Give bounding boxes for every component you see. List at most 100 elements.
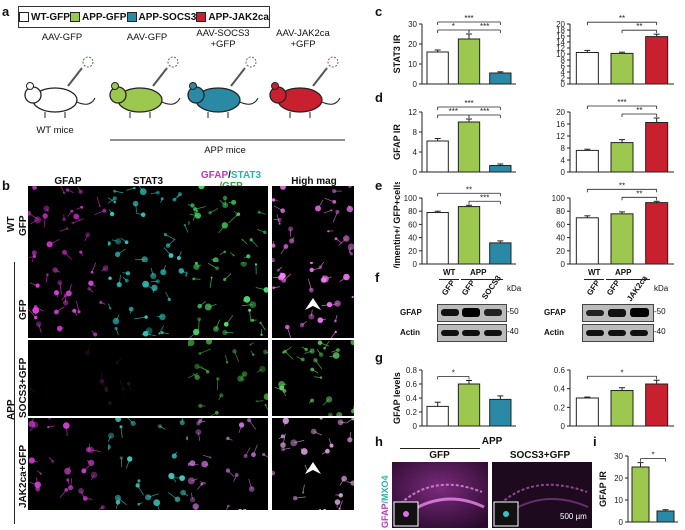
blot-row-actin: Actin bbox=[544, 328, 564, 337]
y-tick-label: 20 bbox=[614, 474, 623, 483]
blot-group-app: APP bbox=[470, 268, 487, 277]
y-tick-label: 10 bbox=[408, 60, 417, 69]
bar-app-gfp bbox=[610, 142, 634, 173]
group-legend: WT-GFP APP-GFP APP-SOCS3 APP-JAK2ca bbox=[18, 6, 270, 28]
bar-app-jak2ca bbox=[645, 122, 669, 173]
y-tick-label: 80 bbox=[556, 207, 565, 216]
blot-band-gfap bbox=[582, 304, 654, 322]
kda-mark: -40 bbox=[507, 327, 519, 336]
y-tick-label: 18 bbox=[556, 26, 565, 35]
kda-mark: -40 bbox=[654, 327, 666, 336]
micrograph-tile bbox=[272, 262, 354, 338]
legend-app-socs3: APP-SOCS3 bbox=[126, 12, 196, 23]
bar-app-gfp bbox=[631, 466, 650, 523]
micrograph-tile bbox=[188, 186, 268, 262]
y-tick-label: 4 bbox=[561, 68, 566, 77]
micrograph-tile bbox=[272, 418, 354, 510]
y-tick-label: 0 bbox=[413, 260, 418, 268]
micrograph-tile bbox=[272, 340, 354, 416]
mouse-wt-icon bbox=[24, 56, 96, 118]
aav-label-wt: AAV-GFP bbox=[41, 32, 83, 43]
sig-label: ** bbox=[636, 22, 642, 31]
panel-a-mice bbox=[24, 56, 345, 141]
panel-label-h: h bbox=[375, 434, 383, 449]
panel-h-ylabel: GFAP/MXO4 bbox=[380, 475, 390, 528]
sig-label: ** bbox=[619, 182, 625, 190]
blot-group-wt: WT bbox=[588, 268, 601, 277]
y-tick-label: 20 bbox=[556, 108, 565, 117]
y-tick-label: 0 bbox=[619, 518, 624, 526]
aav-label-jak2ca: AAV-JAK2ca +GFP bbox=[276, 28, 330, 50]
blot-row-actin: Actin bbox=[400, 328, 420, 337]
y-tick-label: 30 bbox=[408, 20, 417, 29]
micrograph-tile bbox=[28, 262, 108, 338]
mouse-app-gfp-icon bbox=[109, 56, 181, 118]
y-axis-label: % Vimentin+/ GFP+cells bbox=[392, 182, 402, 268]
panel-label-i: i bbox=[593, 434, 597, 449]
legend-wt-gfp: WT-GFP bbox=[19, 12, 70, 23]
panel-label-d: d bbox=[375, 90, 383, 105]
y-tick-label: 16 bbox=[556, 32, 565, 41]
scale-bar-main: 50 µm bbox=[238, 508, 261, 517]
y-tick-label: 100 bbox=[404, 194, 418, 203]
y-tick-label: 6 bbox=[561, 62, 566, 71]
legend-app-jak2ca: APP-JAK2ca bbox=[196, 12, 269, 23]
bar-app-gfp bbox=[457, 38, 481, 85]
y-tick-label: 0.6 bbox=[406, 380, 418, 389]
panel-h-col-socs3: SOCS3+GFP bbox=[509, 450, 571, 461]
y-tick-label: 0 bbox=[413, 80, 418, 88]
y-tick-label: 60 bbox=[556, 220, 565, 229]
group-label-app: APP bbox=[6, 399, 17, 420]
kda-label: kDa bbox=[507, 284, 522, 293]
y-tick-label: 20 bbox=[556, 247, 565, 256]
y-tick-label: 8 bbox=[561, 144, 566, 153]
blot-group-wt: WT bbox=[443, 268, 456, 277]
y-tick-label: 100 bbox=[552, 194, 566, 203]
lane-label: GFP bbox=[585, 278, 602, 298]
panel-label-b: b bbox=[2, 178, 10, 193]
y-tick-label: 10 bbox=[614, 496, 623, 505]
micrograph-tile bbox=[272, 186, 354, 262]
bar-wt-gfp bbox=[426, 140, 449, 173]
micrograph-tile bbox=[108, 340, 188, 416]
scale-bar-high: 10 µm bbox=[318, 508, 341, 517]
chart-gfap-levels-socs3: 0 0.2 0.4 0.6 0.8 GFAP levels * bbox=[392, 366, 516, 430]
sig-label: *** bbox=[480, 22, 489, 31]
micrograph-tile bbox=[108, 262, 188, 338]
sig-label: *** bbox=[449, 107, 458, 116]
bar-wt-gfp bbox=[575, 52, 599, 85]
y-tick-label: 80 bbox=[408, 207, 417, 216]
y-tick-label: 0 bbox=[413, 422, 418, 430]
y-tick-label: 12 bbox=[556, 44, 565, 53]
panel-h-micrographs bbox=[392, 462, 592, 528]
sig-label: * bbox=[452, 22, 455, 31]
y-tick-label: 0 bbox=[561, 260, 566, 268]
kda-label: kDa bbox=[654, 284, 669, 293]
legend-swatch bbox=[196, 12, 207, 22]
micrograph-tile bbox=[28, 340, 108, 416]
chart-gfap-levels-jak2ca: 0 0.2 0.4 0.6 * bbox=[554, 366, 674, 430]
y-tick-label: 0.8 bbox=[406, 366, 418, 375]
legend-swatch bbox=[19, 12, 30, 22]
bar-app-gfp bbox=[457, 383, 481, 427]
y-tick-label: 4 bbox=[413, 148, 418, 157]
sig-label: ** bbox=[619, 14, 625, 23]
lane-label: GFP bbox=[460, 278, 477, 298]
panel-label-a: a bbox=[2, 4, 10, 19]
mouse-app-jak2ca-icon bbox=[269, 56, 341, 118]
panel-h-col-gfp: GFP bbox=[429, 450, 450, 461]
bar-app-socs3 bbox=[489, 242, 512, 265]
bar-app-gfp bbox=[457, 206, 481, 265]
y-tick-label: 20 bbox=[556, 20, 565, 29]
micrograph-tile bbox=[188, 418, 268, 510]
y-axis-label: GFAP levels bbox=[392, 372, 402, 424]
sig-label: * bbox=[651, 451, 654, 460]
bar-app-socs3 bbox=[489, 165, 512, 173]
y-tick-label: 0 bbox=[561, 422, 566, 430]
y-tick-label: 0 bbox=[413, 168, 418, 176]
aav-label-app-gfp: AAV-GFP bbox=[126, 32, 168, 43]
legend-swatch bbox=[126, 12, 137, 22]
y-tick-label: 0.4 bbox=[554, 385, 566, 394]
